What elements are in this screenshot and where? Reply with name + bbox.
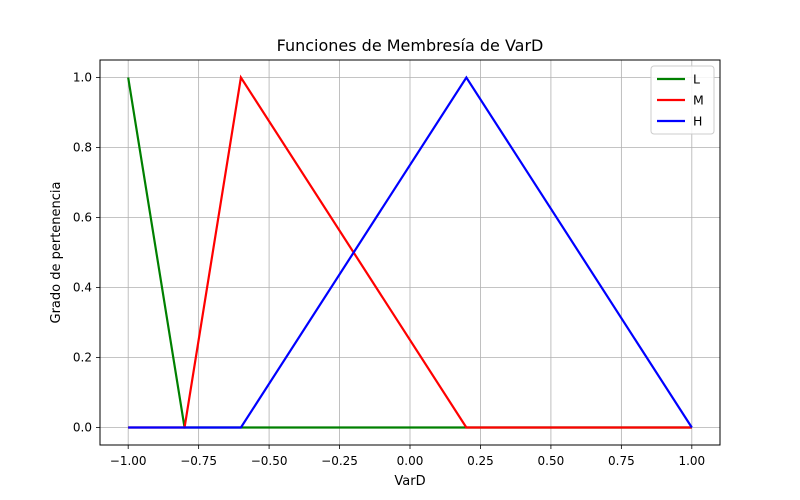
x-tick-label: 0.00: [397, 454, 424, 468]
y-tick-label: 0.0: [73, 421, 92, 435]
chart-title: Funciones de Membresía de VarD: [277, 36, 544, 55]
y-tick-label: 1.0: [73, 71, 92, 85]
y-tick-label: 0.2: [73, 351, 92, 365]
x-tick-label: 0.25: [467, 454, 494, 468]
y-axis-label: Grado de pertenencia: [49, 182, 64, 324]
x-tick-label: −0.25: [321, 454, 358, 468]
x-tick-label: −0.50: [251, 454, 288, 468]
legend-label-l: L: [693, 72, 700, 87]
y-tick-label: 0.8: [73, 141, 92, 155]
y-tick-label: 0.4: [73, 281, 92, 295]
series-layer: [127, 74, 693, 429]
x-tick-label: −0.75: [180, 454, 217, 468]
legend: LMH: [650, 65, 715, 135]
legend-label-h: H: [693, 114, 702, 129]
y-axis: 0.0 0.2 0.4 0.6 0.8 1.0: [73, 71, 100, 435]
x-axis: −1.00 −0.75 −0.50 −0.25 0.00 0.25 0.50 0.75 1.00: [110, 445, 705, 468]
y-tick-label: 0.6: [73, 211, 92, 225]
x-axis-label: VarD: [394, 474, 425, 489]
x-tick-label: 0.50: [538, 454, 565, 468]
legend-label-m: M: [693, 93, 704, 108]
x-tick-label: 1.00: [678, 454, 705, 468]
x-tick-label: −1.00: [110, 454, 147, 468]
x-tick-label: 0.75: [608, 454, 635, 468]
series-line-h: [128, 75, 693, 429]
